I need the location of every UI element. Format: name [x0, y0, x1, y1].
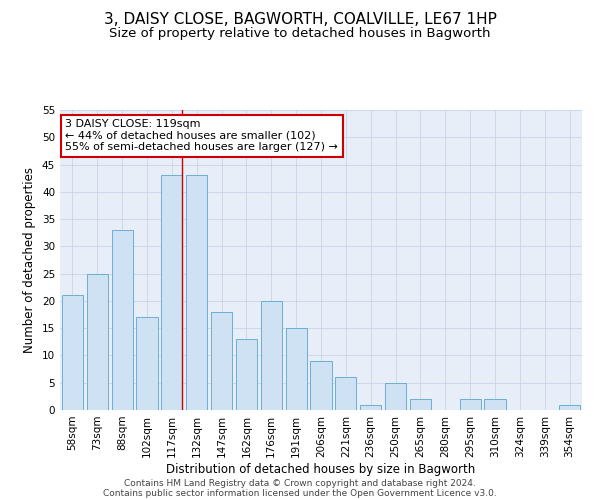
Y-axis label: Number of detached properties: Number of detached properties: [23, 167, 37, 353]
Bar: [286, 328, 307, 410]
Bar: [410, 399, 431, 410]
Bar: [310, 361, 332, 410]
Bar: [261, 301, 282, 410]
Bar: [62, 296, 83, 410]
Bar: [211, 312, 232, 410]
Bar: [360, 404, 381, 410]
Bar: [112, 230, 133, 410]
Bar: [161, 176, 182, 410]
Bar: [460, 399, 481, 410]
Text: Contains HM Land Registry data © Crown copyright and database right 2024.: Contains HM Land Registry data © Crown c…: [124, 478, 476, 488]
Bar: [335, 378, 356, 410]
Bar: [559, 404, 580, 410]
Bar: [236, 339, 257, 410]
Text: 3 DAISY CLOSE: 119sqm
← 44% of detached houses are smaller (102)
55% of semi-det: 3 DAISY CLOSE: 119sqm ← 44% of detached …: [65, 119, 338, 152]
Text: 3, DAISY CLOSE, BAGWORTH, COALVILLE, LE67 1HP: 3, DAISY CLOSE, BAGWORTH, COALVILLE, LE6…: [104, 12, 496, 28]
Bar: [87, 274, 108, 410]
Text: Contains public sector information licensed under the Open Government Licence v3: Contains public sector information licen…: [103, 488, 497, 498]
Bar: [385, 382, 406, 410]
Bar: [484, 399, 506, 410]
Bar: [186, 176, 207, 410]
Bar: [136, 318, 158, 410]
X-axis label: Distribution of detached houses by size in Bagworth: Distribution of detached houses by size …: [166, 462, 476, 475]
Text: Size of property relative to detached houses in Bagworth: Size of property relative to detached ho…: [109, 28, 491, 40]
